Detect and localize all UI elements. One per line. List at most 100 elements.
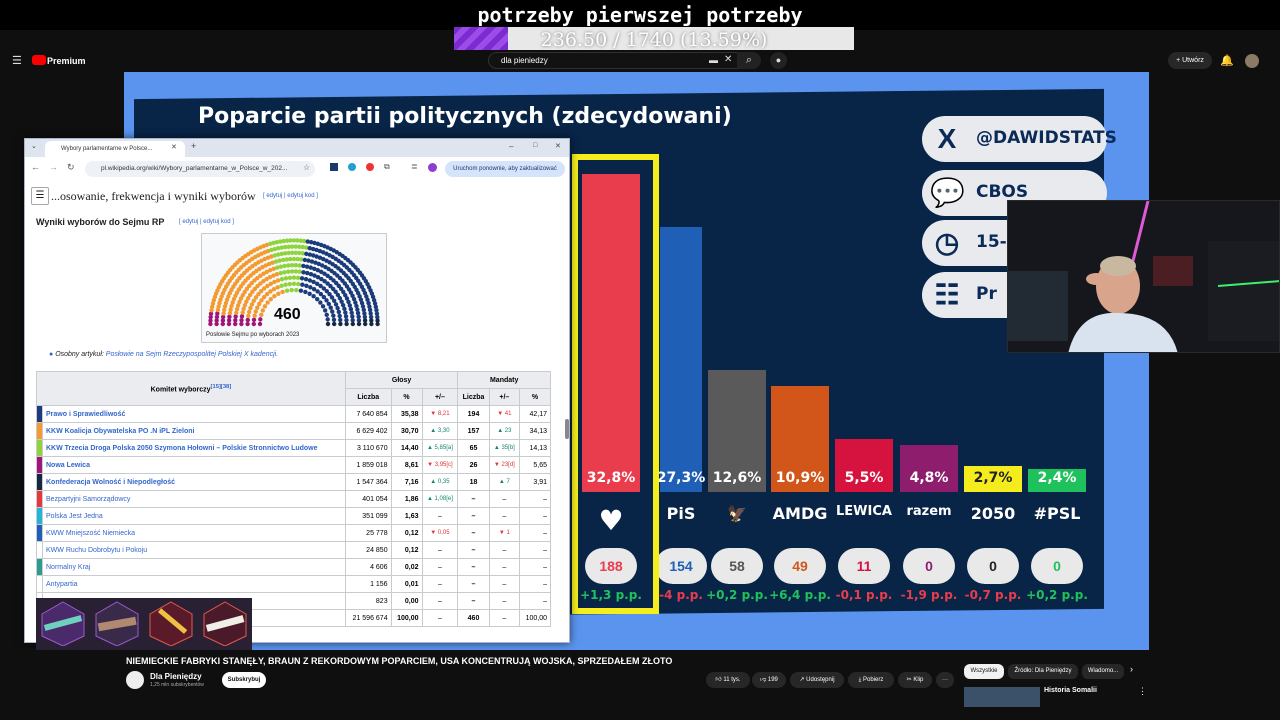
channel-avatar[interactable] (126, 671, 144, 689)
parliament-chart (208, 238, 380, 327)
party-name[interactable]: Antypartia (42, 575, 346, 593)
youtube-header: ☰ Premium dla pieniedzy ▬ ✕ ⌕ ● + Utwórz… (0, 50, 1280, 72)
close-tab-icon[interactable]: ✕ (171, 144, 177, 151)
table-row: KWW Mniejszość Niemiecka 25 778 0,12 ▼ 0,05… (36, 524, 551, 542)
seat-dot (222, 307, 227, 313)
browser-tab[interactable]: Wybory parlamentarne w Polsce... (45, 141, 185, 157)
seat-dot (355, 310, 361, 316)
extension-icon[interactable] (348, 163, 356, 171)
edit-subsection-link[interactable]: [ edytuj | edytuj kod ] (179, 219, 234, 225)
skin-card: Asiimov (198, 598, 252, 656)
party-name[interactable]: Konfederacja Wolność i Niepodległość (42, 473, 346, 491)
extension-icon[interactable] (330, 163, 338, 171)
like-count: 11 tys. (723, 677, 741, 683)
seat-dot (271, 266, 276, 272)
seat-dot (297, 250, 302, 256)
seat-count: 194 (457, 405, 490, 423)
party-name[interactable]: Prawo i Sprawiedliwość (42, 405, 346, 423)
party-name[interactable]: KKW Trzecia Droga Polska 2050 Szymona Ho… (42, 439, 346, 457)
forward-icon[interactable]: → (49, 162, 58, 172)
seat-dot (214, 314, 220, 320)
close-window-icon[interactable]: ✕ (555, 143, 561, 150)
extension-icon[interactable] (366, 163, 374, 171)
dislike-button[interactable]: 👎︎ 199 (752, 672, 786, 688)
scrollbar[interactable] (565, 419, 569, 439)
minimize-icon[interactable]: – (509, 142, 514, 151)
microphone-icon[interactable]: ● (770, 52, 787, 69)
new-tab-icon[interactable]: + (191, 141, 197, 151)
party-name[interactable]: Normalny Kraj (42, 558, 346, 576)
clear-icon[interactable]: ✕ (724, 54, 733, 65)
create-button[interactable]: + Utwórz (1168, 52, 1212, 69)
seat-count: 460 (457, 609, 490, 627)
seat-dot (250, 289, 255, 295)
notifications-icon[interactable]: 🔔 (1220, 55, 1234, 67)
x-logo-icon: X (937, 123, 957, 154)
seat-dot (297, 263, 302, 268)
subscribe-button[interactable]: Subskrybuj (222, 672, 266, 688)
maximize-icon[interactable]: □ (533, 142, 538, 149)
seat-dot (233, 314, 238, 319)
party-name[interactable]: KKW Koalicja Obywatelska PO .N iPL Zielo… (42, 422, 346, 440)
seat-change: – (488, 609, 521, 627)
toc-toggle-icon[interactable]: ☰ (31, 187, 49, 205)
party-name[interactable]: Bezpartyjni Samorządowcy (42, 490, 346, 508)
seat-dot (268, 296, 273, 302)
profile-icon[interactable] (428, 163, 437, 172)
seat-dot (327, 291, 332, 297)
chip-news[interactable]: Wiadomo... (1082, 664, 1124, 679)
seat-dot (265, 300, 270, 305)
article-prefix: Osobny artykuł: (55, 351, 104, 358)
seat-dot (247, 283, 252, 289)
chevron-right-icon[interactable]: › (1130, 664, 1133, 674)
vote-change: ▲ 5,85[a] (421, 439, 459, 457)
chip-source[interactable]: Źródło: Dla Pieniędzy (1008, 664, 1078, 679)
seat-dot (326, 301, 332, 307)
video-side-area (1149, 72, 1280, 650)
goal-progress-fill (454, 27, 509, 53)
search-button[interactable]: ⌕ (737, 52, 761, 69)
seat-count: – (457, 575, 490, 593)
party-name[interactable]: KWW Mniejszość Niemiecka (42, 524, 346, 542)
seat-dot (251, 321, 256, 327)
avatar[interactable] (1245, 54, 1259, 68)
keyboard-icon[interactable]: ▬ (709, 55, 718, 65)
bookmark-icon[interactable]: ☆ (303, 163, 311, 172)
browser-window[interactable]: ⌄ Wybory parlamentarne w Polsce... ✕ + –… (24, 138, 570, 643)
like-button[interactable]: 👍︎ 11 tys. (706, 672, 750, 688)
tab-list-icon[interactable]: ⌄ (31, 143, 37, 150)
seat-dot (318, 269, 324, 275)
edit-section-link[interactable]: [ edytuj | edytuj kod ] (263, 193, 318, 199)
menu-icon[interactable]: ☰ (12, 55, 22, 67)
youtube-logo-icon[interactable] (32, 55, 46, 65)
related-video-title[interactable]: Historia Somalii (1044, 687, 1097, 694)
channel-name[interactable]: Dla Pieniędzy (150, 672, 202, 681)
seat-dot (333, 302, 339, 307)
related-video-thumbnail[interactable] (964, 687, 1040, 707)
more-actions-button[interactable]: ··· (936, 672, 954, 688)
chip-all[interactable]: Wszystkie (964, 664, 1004, 679)
clip-button[interactable]: ✂ Klip (898, 672, 932, 688)
table-row: KKW Trzecia Droga Polska 2050 Szymona Ho… (36, 439, 551, 457)
sidebar-icon[interactable]: ≣ (411, 162, 418, 171)
party-name[interactable]: Polska Jest Jedna (42, 507, 346, 525)
goal-title: potrzeby pierwszej potrzeby (0, 0, 1280, 30)
more-vert-icon[interactable]: ⋮ (1138, 686, 1147, 696)
back-icon[interactable]: ← (31, 162, 40, 172)
share-button[interactable]: ↗ Udostępnij (790, 672, 844, 688)
party-name[interactable]: KWW Ruchu Dobrobytu i Pokoju (42, 541, 346, 559)
address-bar[interactable]: pl.wikipedia.org/wiki/Wybory_parlamentar… (85, 161, 315, 177)
bar-0 (582, 174, 640, 492)
party-name[interactable]: Nowa Lewica (42, 456, 346, 474)
seat-dot (344, 317, 349, 323)
article-link[interactable]: Posłowie na Sejm Rzeczypospolitej Polski… (105, 351, 279, 358)
dislike-count: 199 (767, 677, 778, 683)
vote-percent: 0,12 (390, 524, 423, 542)
search-input[interactable]: dla pieniedzy ▬ ✕ (488, 52, 738, 69)
reload-icon[interactable]: ↻ (67, 162, 75, 172)
update-button[interactable]: Uruchom ponownie, aby zaktualizować (445, 161, 565, 177)
puzzle-icon[interactable]: ⧉ (384, 162, 390, 171)
download-button[interactable]: ⤓ Pobierz (848, 672, 894, 688)
seat-percent: – (519, 558, 551, 576)
seat-dot (289, 263, 295, 268)
